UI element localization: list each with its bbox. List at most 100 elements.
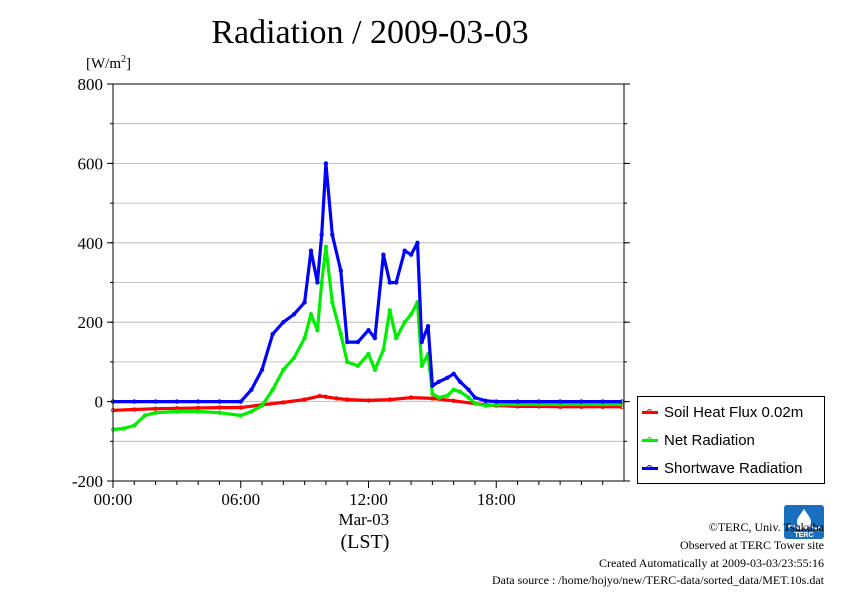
data-point [445,375,450,380]
data-point [217,405,222,410]
data-point [445,393,450,398]
data-point [483,403,488,408]
grid-lines [113,123,624,442]
data-point [419,363,424,369]
data-point [259,367,265,373]
data-point [153,399,158,404]
legend: Soil Heat Flux 0.02m Net Radiation Short… [637,396,825,484]
data-point [372,367,378,373]
data-point [345,339,350,345]
data-point [121,426,126,431]
series-layer [110,161,625,432]
data-point [217,410,222,415]
data-point [515,399,520,404]
data-point [430,391,435,396]
data-point [472,401,478,406]
data-point [355,339,361,345]
y-tick-label: 600 [78,154,104,173]
data-point [153,410,158,415]
data-point [387,280,392,285]
data-point [419,339,424,345]
data-point [338,268,344,273]
x-tick-label: 00:00 [94,490,133,509]
x-tick-label: 06:00 [221,490,260,509]
data-point [302,397,307,402]
data-point [174,409,180,414]
svg-text:TERC: TERC [794,532,813,539]
data-point [323,161,329,166]
data-point [436,395,441,400]
y-axis-unit: [W/m2] [86,54,131,72]
legend-label-net: Net Radiation [664,431,755,449]
data-point [466,387,471,392]
data-point [238,399,243,404]
legend-item-shortwave: Shortwave Radiation [642,458,802,478]
chart-title: Radiation / 2009-03-03 [211,14,529,51]
data-point [338,331,344,337]
x-tick-label: 18:00 [477,490,516,509]
data-point [249,387,254,392]
data-point [330,300,335,305]
data-point [132,423,137,428]
data-point [372,335,378,341]
data-point [334,396,339,401]
data-point [436,379,441,384]
axes: -200 0 200 400 600 800 00:00 06:00 12:00 18:00 [72,75,630,509]
data-point [317,393,322,399]
data-point [457,389,463,394]
data-point [302,335,307,341]
data-point [457,379,463,384]
data-point [238,413,243,418]
data-point [315,280,320,285]
data-point [302,300,307,305]
data-point [217,399,222,404]
x-date-label: Mar-03 [338,510,390,529]
data-point [415,240,420,245]
data-point [451,371,456,377]
terc-logo-icon: TERC [784,505,824,539]
data-point [174,399,180,404]
data-point [425,323,431,329]
data-point [345,397,350,402]
data-point [393,335,399,341]
data-point [451,387,456,392]
data-point [319,280,324,285]
data-point [387,397,392,402]
data-point [355,363,361,369]
data-point [319,232,324,238]
data-point [281,367,286,373]
data-point [408,252,414,257]
data-point [381,347,386,353]
y-tick-label: -200 [72,472,103,491]
data-point [408,395,414,400]
data-point [132,407,137,412]
footer-created: Created Automatically at 2009-03-03/23:5… [599,556,824,570]
footer-observed: Observed at TERC Tower site [679,538,824,552]
data-point [323,244,329,249]
data-point [291,312,297,317]
y-tick-label: 800 [78,75,104,94]
series-line-0 [112,394,622,412]
data-point [238,405,243,410]
data-point [600,399,605,404]
data-point [536,399,542,404]
data-point [557,399,563,404]
data-point [308,312,314,317]
x-tick-label: 12:00 [349,490,388,509]
x-axis-label: (LST) [340,531,390,553]
data-point [249,409,254,414]
series-line-2 [113,161,622,404]
data-point [402,320,407,325]
data-point [494,399,499,404]
data-point [291,355,297,361]
data-point [366,327,371,333]
data-point [195,399,201,404]
data-point [142,413,148,418]
data-point [402,248,407,253]
data-point [323,394,329,400]
legend-swatch-soil [642,408,658,414]
data-point [366,398,371,403]
footer-copyright: ©TERC, Univ. Tsukuba [708,520,824,534]
data-point [195,409,201,414]
